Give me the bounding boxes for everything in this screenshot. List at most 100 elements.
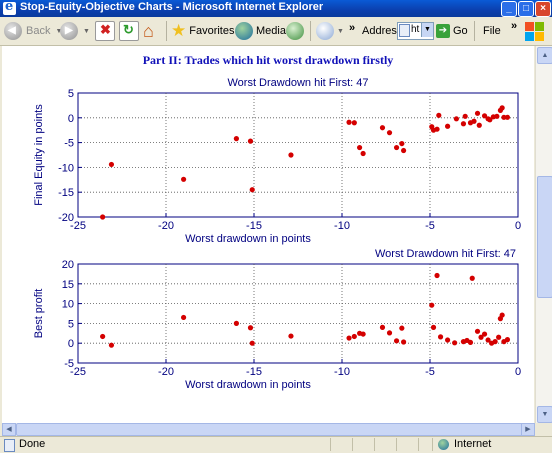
go-button[interactable]: ➔ Go xyxy=(436,20,468,42)
minimize-button[interactable]: _ xyxy=(501,1,517,17)
toolbar: Back ▼ ▼ ✖ ↻ ⌂ ★ Favorites Media ▼ » Add… xyxy=(0,17,552,46)
data-point xyxy=(401,339,407,345)
plot-area xyxy=(77,263,519,364)
data-point xyxy=(360,331,366,337)
data-point xyxy=(474,110,481,116)
data-point xyxy=(445,123,451,129)
data-point xyxy=(504,114,511,120)
page-icon xyxy=(399,24,410,37)
forward-button[interactable]: ▼ xyxy=(60,20,90,42)
x-tick-label: -20 xyxy=(158,366,174,378)
page-content: Part II: Trades which hit worst drawdown… xyxy=(2,46,534,423)
y-tick-label: -5 xyxy=(64,138,74,150)
y-tick-label: -5 xyxy=(64,358,74,370)
scroll-down-icon[interactable]: ▼ xyxy=(537,406,552,423)
ie-icon xyxy=(3,0,16,15)
data-point xyxy=(100,214,106,220)
title-bar: Stop-Equity-Objective Charts - Microsoft… xyxy=(0,0,552,17)
back-button[interactable]: Back ▼ xyxy=(4,20,62,42)
data-point xyxy=(393,338,400,344)
back-dropdown-icon[interactable]: ▼ xyxy=(55,27,63,35)
mail-button[interactable]: ▼ xyxy=(316,20,344,42)
address-value: ht xyxy=(411,24,420,35)
data-point xyxy=(351,333,357,340)
data-point xyxy=(481,331,488,337)
scroll-right-icon[interactable]: ▶ xyxy=(521,423,535,436)
menu-chevron-icon[interactable]: » xyxy=(511,20,518,32)
back-arrow-icon xyxy=(4,22,22,40)
favorites-star-icon: ★ xyxy=(171,21,187,40)
page-heading: Part II: Trades which hit worst drawdown… xyxy=(142,53,394,67)
stop-button[interactable]: ✖ xyxy=(95,20,115,42)
data-point xyxy=(453,116,459,122)
scroll-left-icon[interactable]: ◀ xyxy=(2,423,16,436)
data-point xyxy=(346,335,352,341)
scroll-thumb[interactable] xyxy=(537,176,552,298)
data-point xyxy=(181,176,187,182)
x-tick-label: -5 xyxy=(425,220,435,232)
file-menu-label: File xyxy=(483,25,501,37)
data-point xyxy=(494,113,500,119)
y-tick-label: -20 xyxy=(58,212,74,224)
data-point xyxy=(430,324,437,330)
data-point xyxy=(499,312,505,318)
data-point xyxy=(399,325,405,331)
forward-dropdown-icon[interactable]: ▼ xyxy=(83,27,90,35)
page-done-icon xyxy=(4,439,15,452)
mail-dropdown-icon: ▼ xyxy=(337,27,344,35)
x-tick-label: -25 xyxy=(70,366,86,378)
mail-icon xyxy=(316,22,334,40)
favorites-button[interactable]: ★ Favorites xyxy=(171,20,235,42)
toolbar-chevron-icon[interactable]: » xyxy=(349,22,356,34)
y-axis-label: Best profit xyxy=(33,289,45,339)
refresh-button[interactable]: ↻ xyxy=(119,20,139,42)
maximize-button[interactable]: □ xyxy=(518,1,534,17)
data-point xyxy=(181,314,187,321)
chart-best-profit: -25 -20 -15 -10 -5 0 -5 0 5 10 15 20 Worst Drawdown … xyxy=(33,248,521,391)
data-point xyxy=(436,112,442,118)
data-point xyxy=(445,337,451,343)
x-tick-label: -10 xyxy=(334,366,350,378)
refresh-icon: ↻ xyxy=(119,21,139,41)
data-point xyxy=(233,320,239,326)
data-point xyxy=(478,334,484,340)
scroll-up-icon[interactable]: ▲ xyxy=(537,47,552,64)
vertical-scrollbar[interactable]: ▲ ▼ xyxy=(535,46,552,423)
status-cell xyxy=(418,438,439,451)
horizontal-scroll-thumb[interactable] xyxy=(16,423,523,436)
close-button[interactable]: × xyxy=(535,1,551,17)
x-tick-label: -20 xyxy=(158,220,174,232)
file-menu[interactable]: File xyxy=(483,20,501,42)
chart-title: Worst Drawdown hit First: 47 xyxy=(227,77,368,89)
toolbar-separator xyxy=(474,21,475,41)
plot-area xyxy=(77,92,519,218)
home-button[interactable]: ⌂ xyxy=(143,20,154,42)
toolbar-separator xyxy=(166,21,167,41)
home-icon: ⌂ xyxy=(143,21,154,41)
horizontal-scrollbar[interactable]: ◀ ▶ xyxy=(2,423,535,436)
data-point xyxy=(379,324,386,330)
history-button[interactable] xyxy=(286,20,304,42)
data-point xyxy=(247,325,254,331)
data-point xyxy=(108,342,115,348)
y-tick-label: 20 xyxy=(62,259,74,271)
data-point xyxy=(429,302,435,308)
data-point xyxy=(496,334,502,340)
chart-title: Worst Drawdown hit First: 47 xyxy=(375,248,516,260)
y-tick-label: 10 xyxy=(62,299,74,311)
status-cell xyxy=(374,438,395,451)
forward-arrow-icon xyxy=(60,22,78,40)
x-tick-label: -15 xyxy=(246,366,262,378)
data-point xyxy=(485,337,491,343)
data-point xyxy=(249,340,255,346)
x-tick-label: 0 xyxy=(515,366,521,378)
data-point xyxy=(452,340,458,346)
x-tick-label: -5 xyxy=(425,366,435,378)
x-axis-label: Worst drawdown in points xyxy=(185,233,311,245)
windows-logo-icon xyxy=(525,20,544,42)
status-text: Done xyxy=(19,438,46,450)
internet-globe-icon xyxy=(438,439,449,450)
address-dropdown-icon[interactable]: ▼ xyxy=(421,23,433,37)
media-button[interactable]: Media xyxy=(235,20,286,42)
back-label: Back xyxy=(26,25,51,37)
